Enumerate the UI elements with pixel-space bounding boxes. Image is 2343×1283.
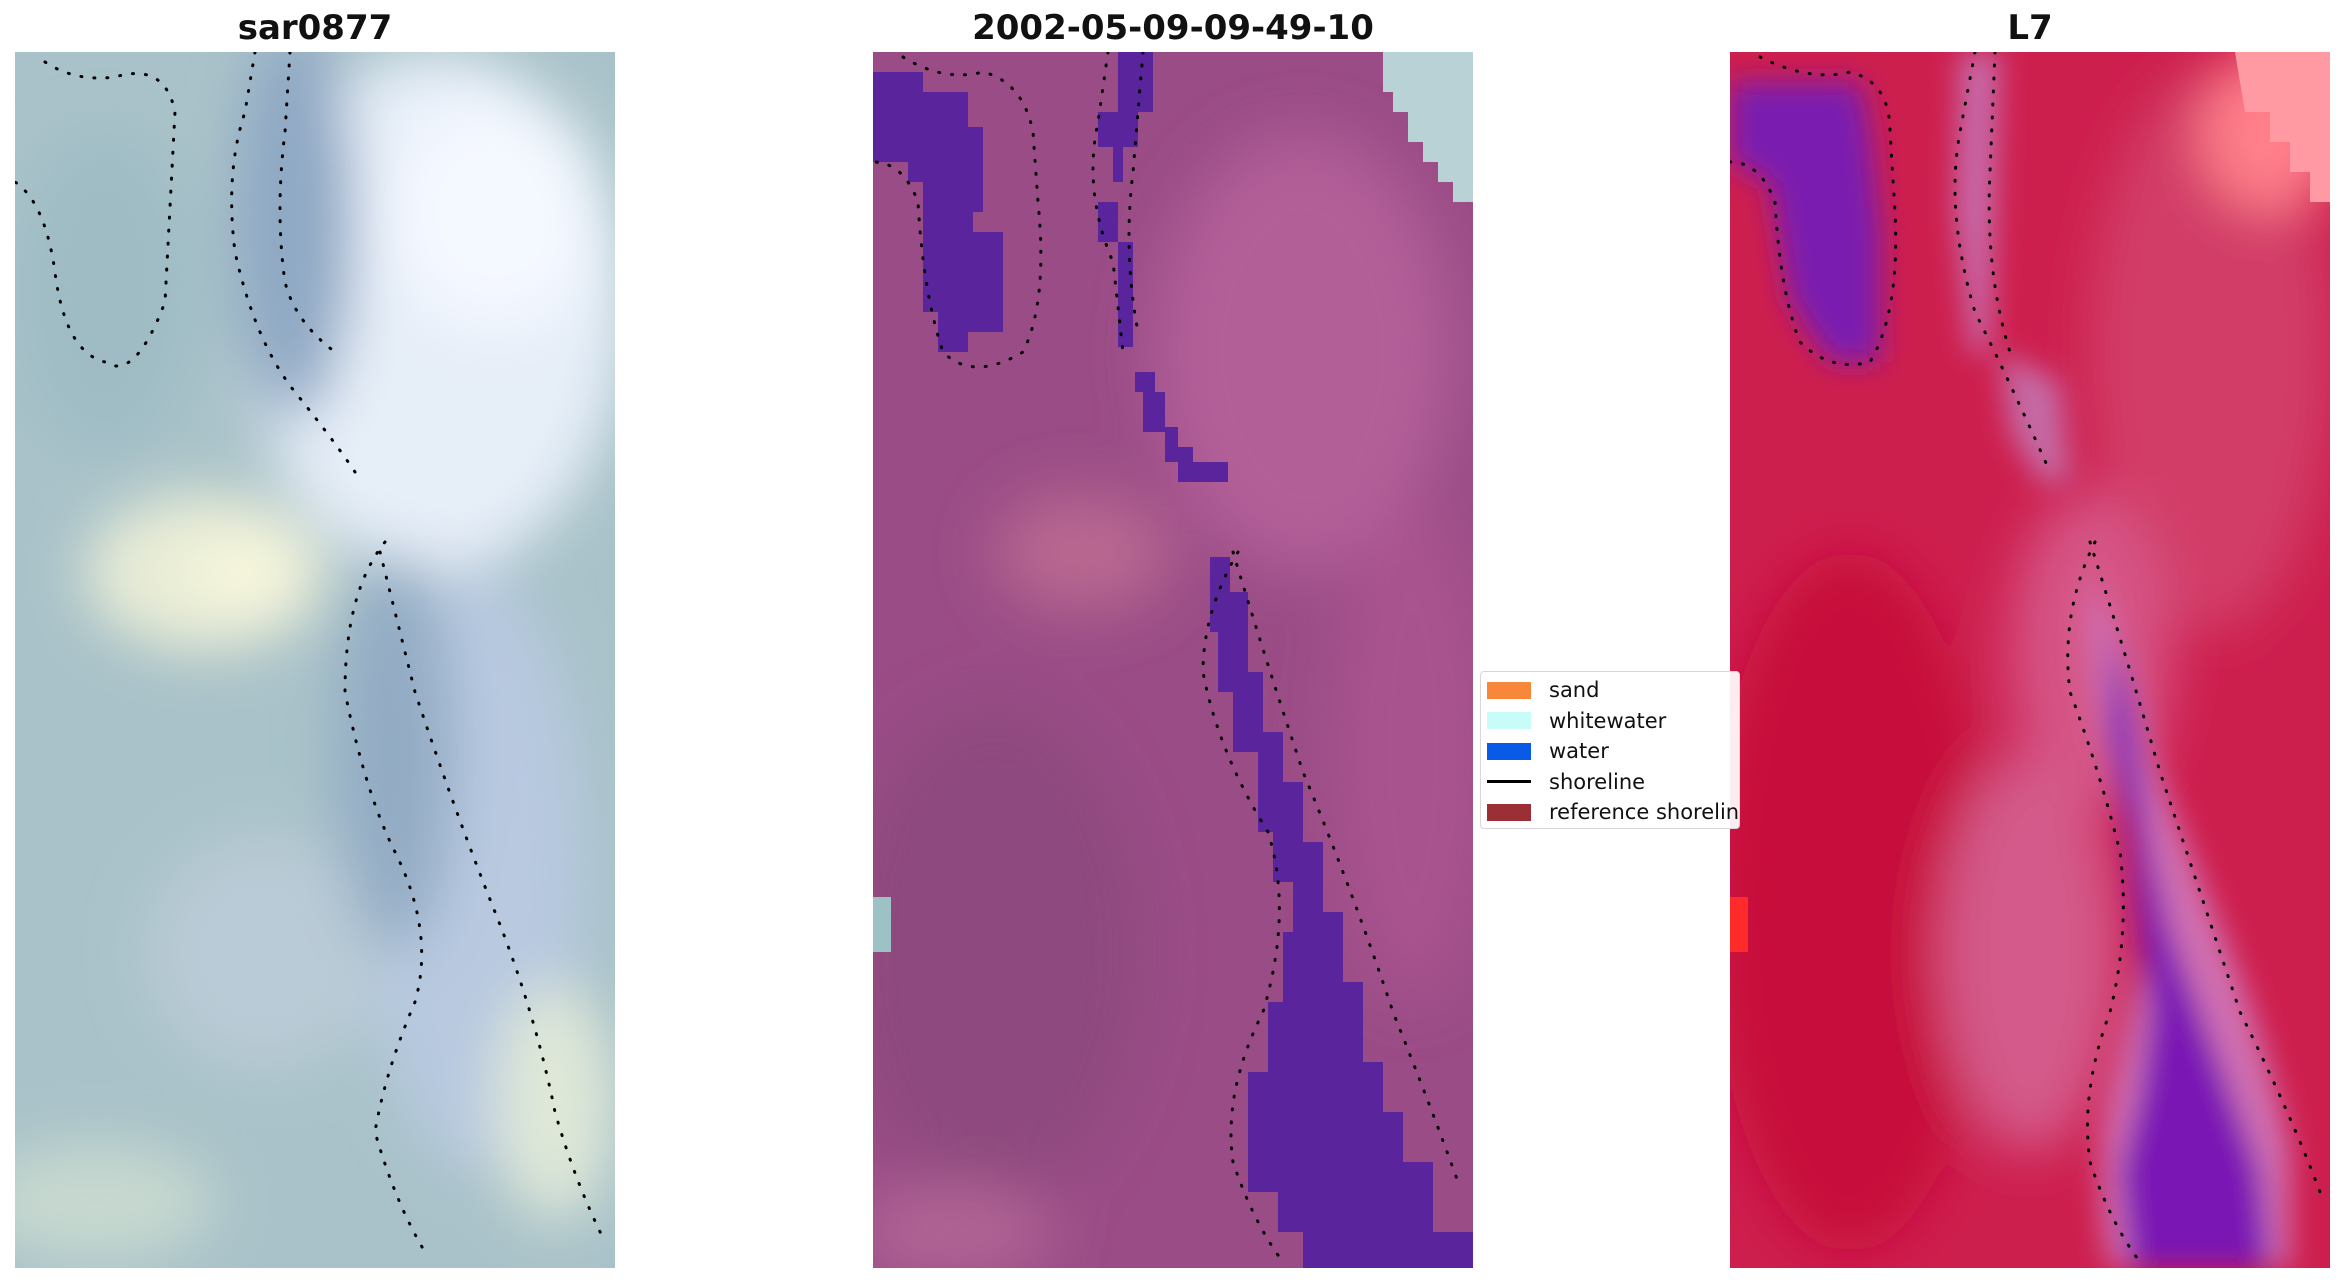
index-image: [1730, 52, 2330, 1268]
legend-label-sand: sand: [1549, 678, 1600, 703]
legend-item-whitewater: whitewater: [1481, 706, 1739, 737]
legend-item-water: water: [1481, 736, 1739, 767]
legend-label-whitewater: whitewater: [1549, 708, 1667, 733]
sand-swatch: [1487, 681, 1531, 699]
rgb-image-panel: [15, 52, 615, 1268]
legend-label-shoreline: shoreline: [1549, 769, 1646, 794]
reference-shoreline-swatch: [1487, 803, 1531, 821]
whitewater-swatch: [1487, 712, 1531, 730]
panel-title-index: L7: [2007, 8, 2053, 48]
legend-label-reference-shoreline: reference shoreline: [1549, 800, 1740, 825]
map-legend: sand whitewater water shoreline referenc…: [1480, 671, 1740, 829]
index-image-panel: [1730, 52, 2330, 1268]
classified-image-panel: [873, 52, 1473, 1268]
legend-item-reference-shoreline: reference shoreline: [1481, 797, 1739, 828]
panel-title-date: 2002-05-09-09-49-10: [972, 8, 1374, 48]
water-swatch: [1487, 742, 1531, 760]
shoreline-line-swatch: [1487, 780, 1531, 784]
classified-image: [873, 52, 1473, 1268]
legend-item-sand: sand: [1481, 675, 1739, 706]
legend-label-water: water: [1549, 739, 1609, 764]
panel-title-rgb: sar0877: [237, 8, 393, 48]
legend-item-shoreline: shoreline: [1481, 767, 1739, 798]
rgb-image: [15, 52, 615, 1268]
